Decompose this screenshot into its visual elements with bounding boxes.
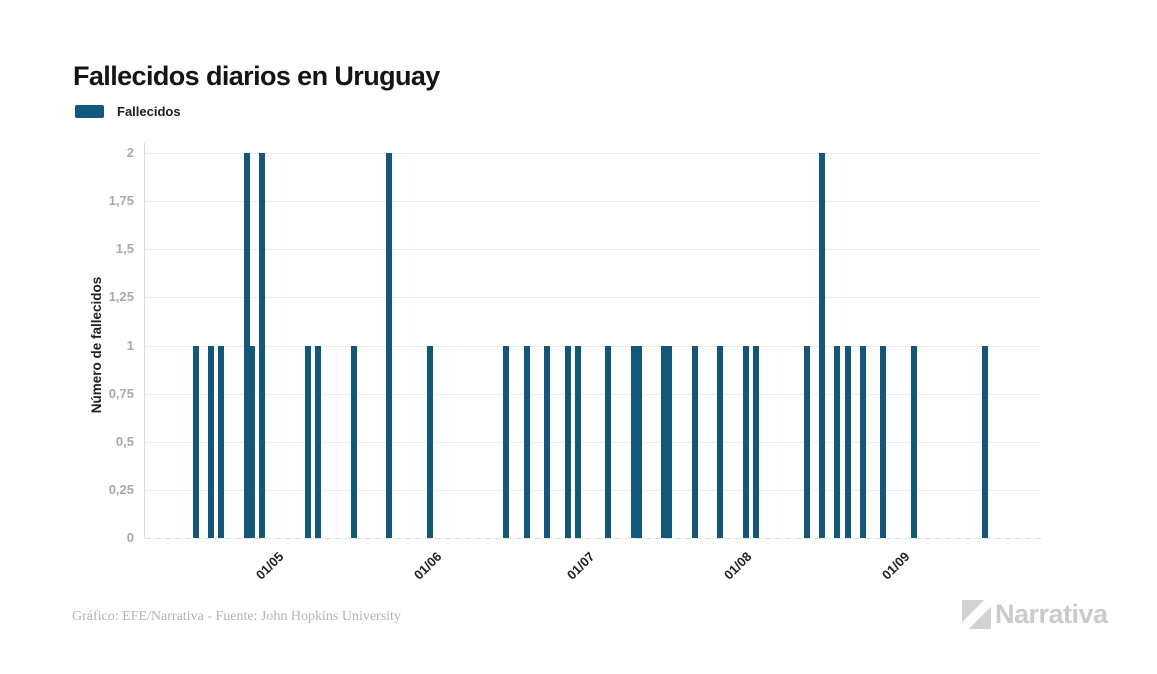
- bar: [218, 345, 225, 538]
- gridline: [145, 441, 1041, 443]
- y-tick-label: 1: [126, 337, 134, 353]
- bar: [315, 345, 322, 538]
- watermark-text: Narrativa: [995, 599, 1108, 629]
- gridline: [145, 201, 1041, 203]
- bar: [661, 345, 668, 538]
- x-tick-label: 01/08: [721, 548, 755, 583]
- x-tick-label: 01/09: [879, 548, 913, 583]
- x-axis-baseline: [145, 538, 1041, 539]
- bar: [819, 153, 826, 538]
- bar: [803, 345, 810, 538]
- bar: [834, 345, 841, 538]
- bar: [666, 345, 673, 538]
- y-tick-label: 0,75: [108, 385, 134, 401]
- bar: [350, 345, 357, 538]
- source-credit: Gráfico: EFE/Narrativa - Fuente: John Ho…: [72, 609, 401, 624]
- gridline: [145, 249, 1041, 251]
- y-tick-label: 1,75: [108, 193, 134, 209]
- bar: [192, 345, 199, 538]
- bar: [544, 345, 551, 538]
- bar: [523, 345, 530, 538]
- bar: [574, 345, 581, 538]
- bar: [605, 345, 612, 538]
- bar: [386, 153, 393, 538]
- legend-label: Fallecidos: [117, 104, 181, 119]
- bar: [844, 345, 851, 538]
- bar: [910, 345, 917, 538]
- gridline: [145, 297, 1041, 299]
- gridline: [145, 489, 1041, 491]
- bar: [982, 345, 988, 538]
- x-tick-label: 01/05: [252, 548, 287, 583]
- bar: [635, 345, 642, 538]
- y-tick-label: 0: [126, 530, 134, 545]
- y-tick-label: 1,25: [108, 289, 134, 305]
- bar: [427, 345, 434, 538]
- x-tick-label: 01/06: [410, 548, 445, 583]
- bar: [248, 345, 255, 538]
- chart-title: Fallecidos diarios en Uruguay: [73, 61, 440, 92]
- gridline: [145, 345, 1041, 347]
- bar: [717, 345, 724, 538]
- bar: [880, 345, 887, 538]
- y-axis-line: [144, 143, 145, 538]
- bar: [691, 345, 698, 538]
- y-tick-label: 2: [126, 145, 134, 160]
- bar: [259, 153, 266, 538]
- bar: [859, 345, 866, 538]
- narrativa-watermark: Narrativa: [962, 600, 1108, 629]
- gridline: [145, 393, 1041, 395]
- bar: [742, 345, 749, 538]
- legend-swatch-fallecidos: [75, 105, 104, 118]
- bar: [630, 345, 637, 538]
- gridline: [145, 153, 1041, 154]
- bar: [752, 345, 759, 538]
- bar: [304, 345, 311, 538]
- x-tick-label: 01/07: [563, 548, 598, 583]
- bar: [208, 345, 215, 538]
- y-tick-label: 1,5: [115, 241, 134, 257]
- y-tick-label: 0,5: [115, 433, 134, 449]
- bar: [243, 153, 250, 538]
- bar: [503, 345, 510, 538]
- bar: [564, 345, 571, 538]
- narrativa-logo-icon: [962, 600, 991, 629]
- legend: Fallecidos: [75, 104, 181, 119]
- y-tick-label: 0,25: [108, 481, 134, 497]
